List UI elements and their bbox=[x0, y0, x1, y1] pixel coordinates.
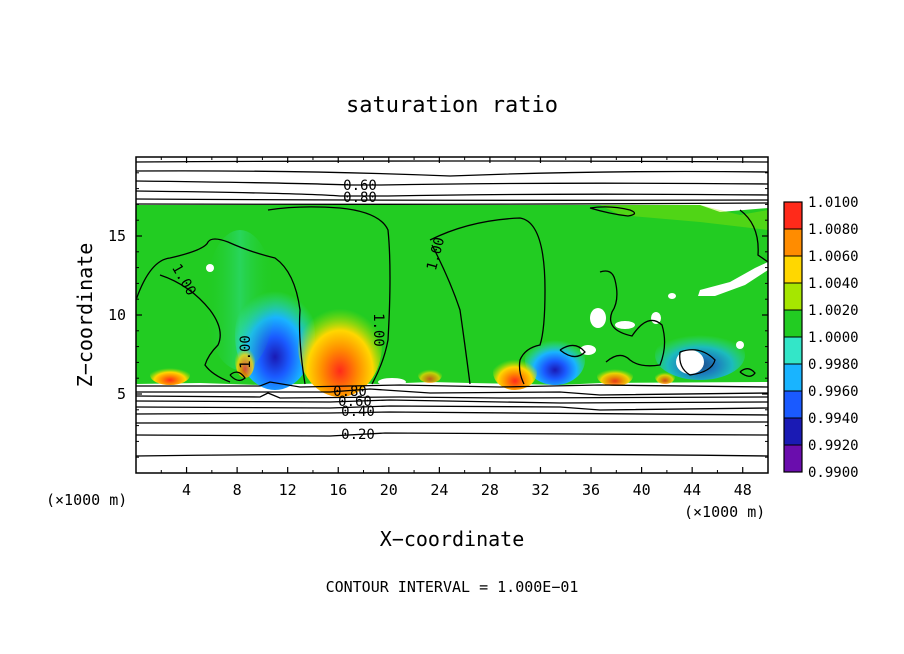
colorbar: 0.9900 0.9920 0.9940 0.9960 0.9980 1.0000 1.00… bbox=[783, 195, 859, 481]
x-tick-label: 8 bbox=[233, 481, 242, 499]
colorbar-level-label: 0.9960 bbox=[808, 384, 859, 400]
chart-title: saturation ratio bbox=[346, 93, 558, 118]
clear-air-patches bbox=[206, 262, 768, 386]
x-tick-label: 48 bbox=[734, 481, 752, 499]
colorbar-level-label: 1.0000 bbox=[808, 330, 859, 346]
contour-lower-1 bbox=[136, 381, 768, 388]
contour-upper-3 bbox=[136, 180, 768, 186]
contour-label-4: 0.60 bbox=[338, 394, 372, 410]
colorbar-level-label: 1.0060 bbox=[808, 249, 859, 265]
warm-region-38km bbox=[597, 366, 633, 386]
contour-small-right bbox=[739, 368, 756, 377]
contour-label-5: 0.40 bbox=[341, 404, 375, 420]
contour-one-loop bbox=[159, 274, 231, 383]
x-tick-label: 28 bbox=[481, 481, 499, 499]
colorbar-swatch bbox=[784, 337, 802, 364]
contour-upper-2 bbox=[136, 170, 768, 177]
contour-one-right2 bbox=[599, 270, 666, 367]
warm-region-left bbox=[150, 365, 190, 385]
y-tick-label: 5 bbox=[117, 385, 126, 403]
contour-one-mid bbox=[429, 217, 546, 385]
contour-lines bbox=[136, 160, 768, 457]
contour-lower-9 bbox=[136, 453, 768, 457]
contour-one-right3 bbox=[739, 209, 768, 263]
cold-region-2 bbox=[525, 335, 585, 385]
x-tick-label: 32 bbox=[531, 481, 549, 499]
x-axis-label: X−coordinate bbox=[380, 527, 525, 551]
y-tick-label: 10 bbox=[108, 306, 126, 324]
x-tick-label: 44 bbox=[683, 481, 701, 499]
light-region-1 bbox=[205, 230, 275, 370]
x-unit-right: (×1000 m) bbox=[684, 503, 765, 521]
contour-upper-6 bbox=[136, 202, 768, 205]
colorbar-swatch bbox=[784, 256, 802, 283]
warm-region-42km bbox=[655, 370, 675, 384]
contour-lower-3 bbox=[136, 392, 768, 399]
x-tick-label: 20 bbox=[380, 481, 398, 499]
warm-region-16km bbox=[298, 293, 382, 397]
colorbar-swatch bbox=[784, 202, 802, 229]
x-tick-label: 4 bbox=[182, 481, 191, 499]
contour-lower-5 bbox=[136, 405, 768, 411]
contour-one-mid-left bbox=[431, 244, 471, 385]
x-tick-label: 36 bbox=[582, 481, 600, 499]
colorbar-level-label: 1.0020 bbox=[808, 303, 859, 319]
x-tick-label: 40 bbox=[633, 481, 651, 499]
contour-interval-note: CONTOUR INTERVAL = 1.000E−01 bbox=[326, 578, 579, 596]
contour-one-bot-right bbox=[679, 349, 716, 376]
contour-labels: 0.60 0.80 0.80 0.60 0.40 0.20 1.00 1.00 … bbox=[168, 178, 448, 443]
upper-light-band bbox=[600, 205, 768, 230]
contour-upper-5 bbox=[136, 198, 768, 201]
contour-one-tower bbox=[267, 206, 391, 385]
contour-small-mid bbox=[559, 344, 586, 358]
colorbar-swatch bbox=[784, 445, 802, 472]
colorbar-swatch bbox=[784, 283, 802, 310]
x-tick-label: 24 bbox=[430, 481, 448, 499]
colorbar-swatch bbox=[784, 391, 802, 418]
colorbar-level-label: 1.0080 bbox=[808, 222, 859, 238]
warm-region-30km bbox=[493, 354, 537, 390]
x-axis-ticks: 4 8 12 16 20 24 28 32 36 40 44 48 bbox=[160, 157, 752, 499]
y-axis-label: Z−coordinate bbox=[73, 243, 97, 388]
colorbar-level-label: 0.9900 bbox=[808, 465, 859, 481]
contour-small-left bbox=[229, 371, 246, 382]
contour-upper-4 bbox=[136, 190, 768, 197]
warm-region-8km bbox=[235, 342, 255, 378]
contour-lower-6 bbox=[136, 411, 768, 416]
contour-label-3: 0.80 bbox=[333, 384, 367, 400]
y-tick-label: 15 bbox=[108, 227, 126, 245]
contour-lower-2 bbox=[136, 388, 768, 396]
colorbar-level-label: 0.9920 bbox=[808, 438, 859, 454]
contour-lower-8 bbox=[136, 432, 768, 437]
contour-lower-4 bbox=[136, 399, 768, 404]
contour-label-6: 0.20 bbox=[341, 427, 375, 443]
warm-region-24km bbox=[418, 367, 442, 383]
colorbar-swatch bbox=[784, 229, 802, 256]
contour-upper-1 bbox=[136, 160, 768, 163]
colorbar-level-label: 1.0040 bbox=[808, 276, 859, 292]
contour-label-8: 1.00 bbox=[370, 313, 386, 347]
colorbar-level-label: 1.0100 bbox=[808, 195, 859, 211]
colorbar-swatch bbox=[784, 418, 802, 445]
plot-area: 0.60 0.80 0.80 0.60 0.40 0.20 1.00 1.00 … bbox=[136, 157, 768, 473]
y-axis-ticks: 5 10 15 bbox=[108, 172, 768, 458]
x-tick-label: 16 bbox=[329, 481, 347, 499]
contour-label-1: 0.60 bbox=[343, 178, 377, 194]
colorbar-level-label: 0.9980 bbox=[808, 357, 859, 373]
colorbar-level-label: 0.9940 bbox=[808, 411, 859, 427]
contour-label-10: 1.00 bbox=[238, 335, 254, 369]
cloud-field bbox=[136, 205, 768, 397]
contour-label-2: 0.80 bbox=[343, 190, 377, 206]
x-tick-label: 12 bbox=[279, 481, 297, 499]
contour-one-left bbox=[136, 238, 306, 385]
colorbar-swatch bbox=[784, 310, 802, 337]
colorbar-swatch bbox=[784, 364, 802, 391]
x-unit-left: (×1000 m) bbox=[46, 491, 127, 509]
contour-one-right bbox=[589, 206, 636, 217]
contour-lower-7 bbox=[136, 421, 768, 424]
